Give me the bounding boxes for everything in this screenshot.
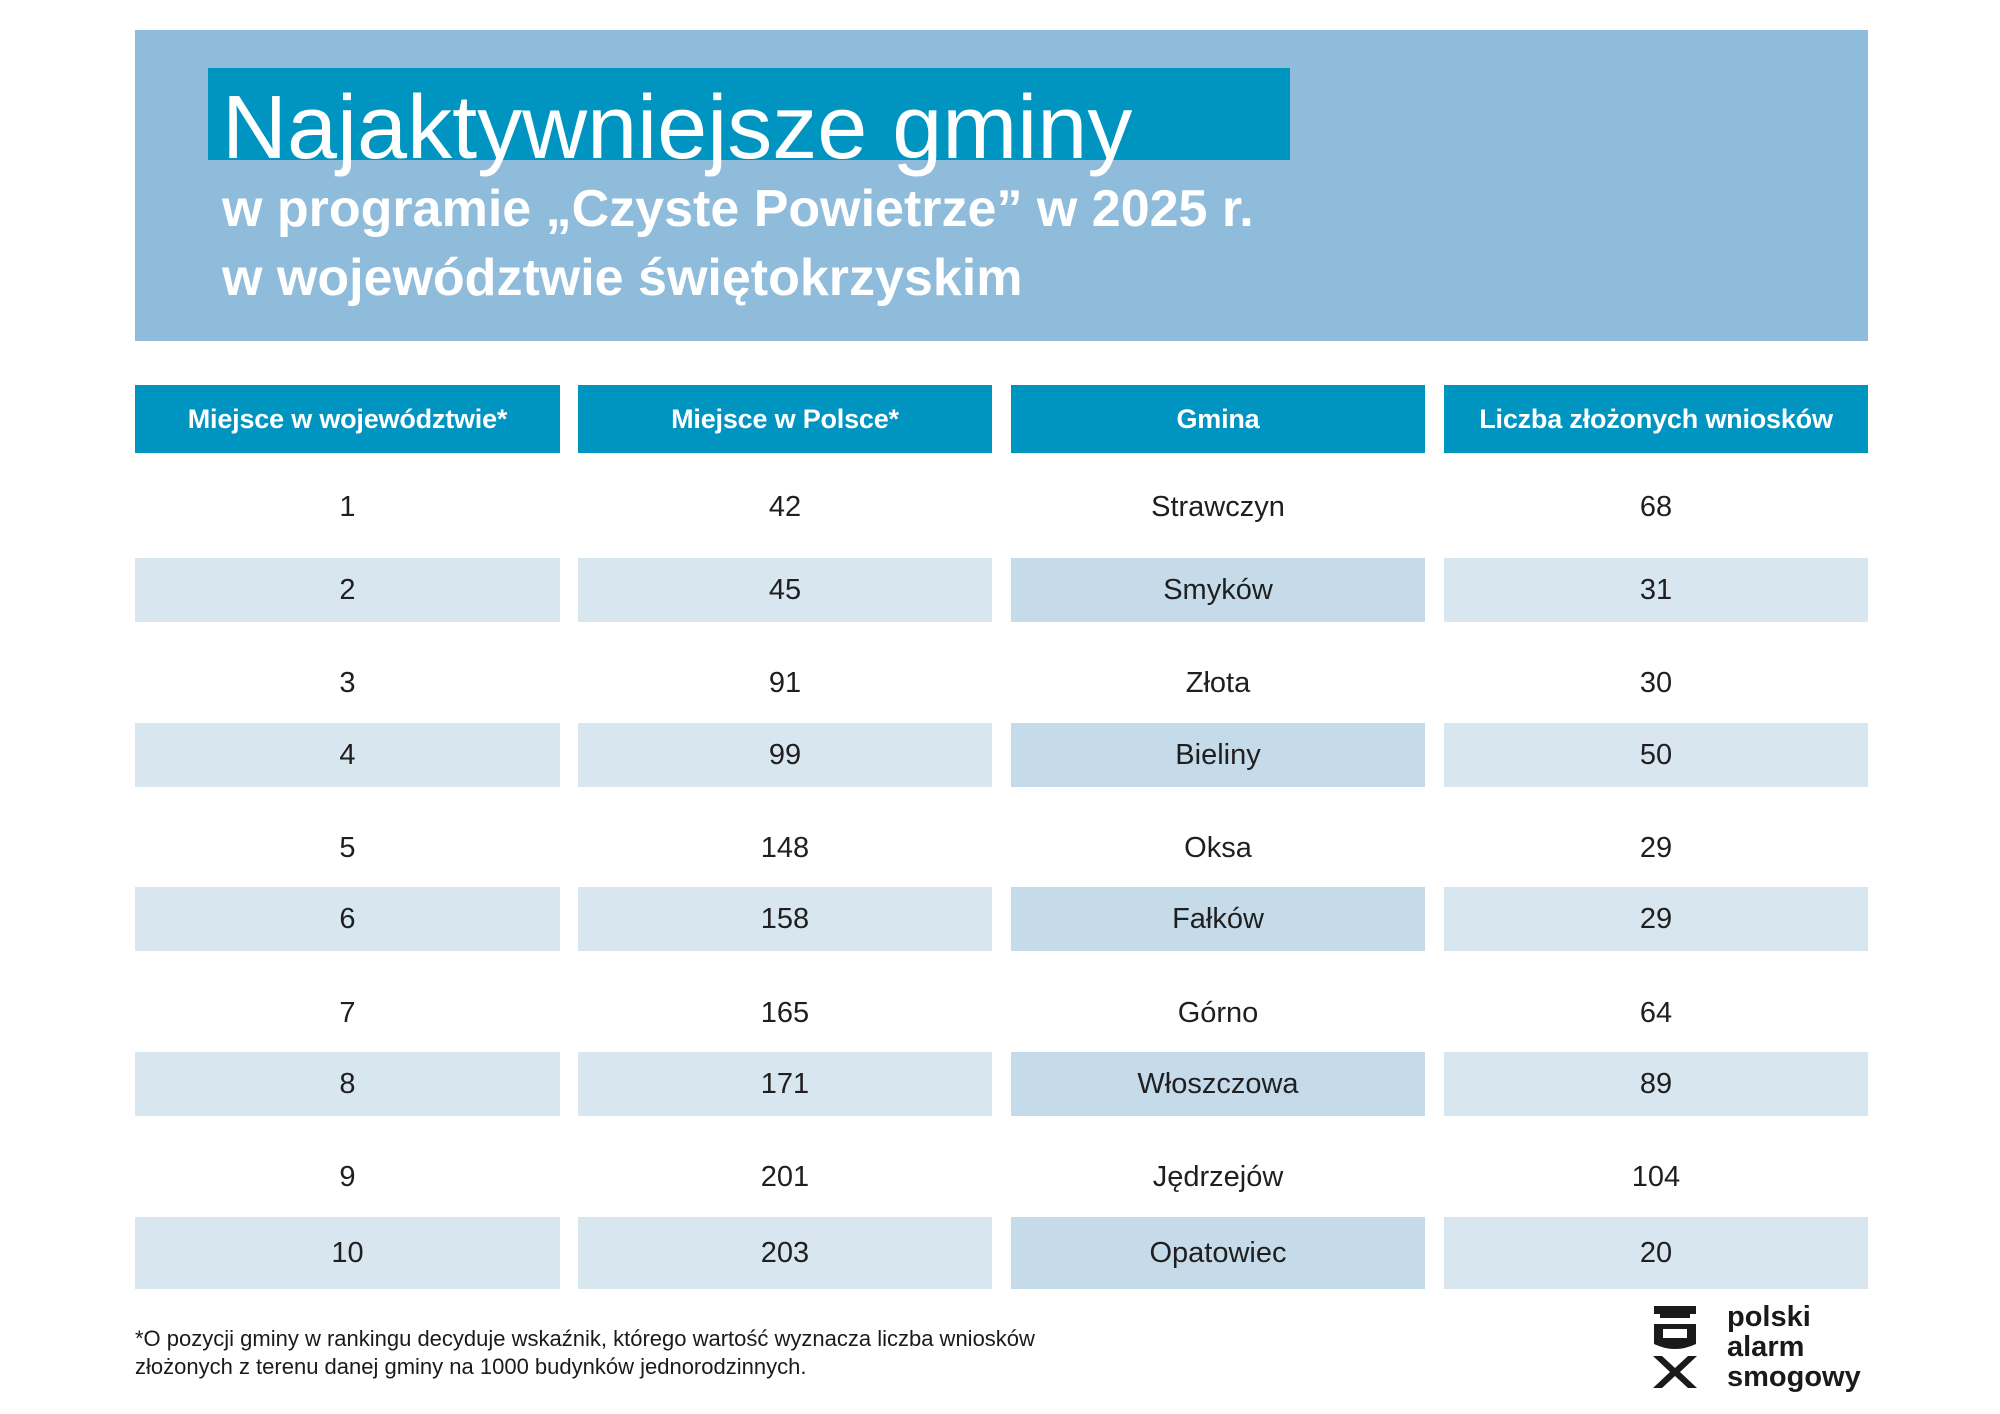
page-subtitle-line-1: w programie „Czyste Powietrze” w 2025 r. — [222, 180, 1254, 238]
table-cell-place-in-voivodeship: 1 — [339, 490, 356, 523]
table-cell-place-in-poland: 158 — [578, 887, 992, 951]
table-cell-place-in-poland: 42 — [768, 490, 802, 523]
table-cell-place-in-voivodeship: 9 — [339, 1160, 356, 1193]
page-subtitle-line-2: w województwie świętokrzyskim — [222, 249, 1023, 307]
logo-text-line-3: smogowy — [1727, 1361, 1861, 1393]
table-cell-gmina: Oksa — [1184, 831, 1252, 864]
table-cell-place-in-voivodeship: 7 — [339, 996, 356, 1029]
table-cell-place-in-voivodeship: 8 — [135, 1052, 560, 1116]
footnote-line-1: *O pozycji gminy w rankingu decyduje wsk… — [135, 1326, 1035, 1351]
column-header-applications-count: Liczba złożonych wniosków — [1444, 385, 1868, 453]
table-cell-place-in-voivodeship: 6 — [135, 887, 560, 951]
table-cell-applications-count: 50 — [1444, 723, 1868, 787]
table-cell-place-in-poland: 99 — [578, 723, 992, 787]
table-cell-place-in-poland: 171 — [578, 1052, 992, 1116]
table-cell-applications-count: 29 — [1639, 831, 1673, 864]
table-cell-applications-count: 30 — [1639, 666, 1673, 699]
title-highlight-bar — [208, 68, 1290, 160]
column-header-place-in-voivodeship: Miejsce w województwie* — [135, 385, 560, 453]
page-title: Najaktywniejsze gminy — [222, 78, 1133, 178]
table-cell-applications-count: 29 — [1444, 887, 1868, 951]
column-header-place-in-poland: Miejsce w Polsce* — [578, 385, 992, 453]
table-cell-place-in-poland: 203 — [578, 1217, 992, 1289]
table-cell-place-in-voivodeship: 4 — [135, 723, 560, 787]
table-cell-place-in-poland: 91 — [768, 666, 802, 699]
table-cell-place-in-poland: 45 — [578, 558, 992, 622]
table-cell-gmina: Złota — [1185, 666, 1251, 699]
table-cell-place-in-voivodeship: 2 — [135, 558, 560, 622]
table-cell-gmina: Smyków — [1011, 558, 1425, 622]
logo-text-line-2: alarm — [1727, 1331, 1805, 1363]
table-cell-applications-count: 89 — [1444, 1052, 1868, 1116]
table-cell-gmina: Bieliny — [1011, 723, 1425, 787]
polski-alarm-smogowy-logo-icon — [1653, 1306, 1697, 1388]
table-cell-gmina: Górno — [1177, 996, 1259, 1029]
table-cell-gmina: Opatowiec — [1011, 1217, 1425, 1289]
table-cell-gmina: Fałków — [1011, 887, 1425, 951]
table-cell-place-in-voivodeship: 5 — [339, 831, 356, 864]
table-cell-gmina: Włoszczowa — [1011, 1052, 1425, 1116]
footnote-line-2: złożonych z terenu danej gminy na 1000 b… — [135, 1354, 807, 1379]
table-cell-place-in-voivodeship: 3 — [339, 666, 356, 699]
table-cell-place-in-poland: 201 — [760, 1160, 810, 1193]
table-cell-place-in-voivodeship: 10 — [135, 1217, 560, 1289]
table-cell-gmina: Jędrzejów — [1152, 1160, 1284, 1193]
polski-alarm-smogowy-logo: polski alarm smogowy — [1650, 1302, 1880, 1394]
logo-text-line-1: polski — [1727, 1301, 1811, 1333]
table-cell-applications-count: 68 — [1639, 490, 1673, 523]
footnote: *O pozycji gminy w rankingu decyduje wsk… — [135, 1325, 1255, 1381]
table-cell-place-in-poland: 148 — [760, 831, 810, 864]
table-cell-gmina: Strawczyn — [1151, 490, 1285, 523]
table-cell-applications-count: 20 — [1444, 1217, 1868, 1289]
table-cell-applications-count: 31 — [1444, 558, 1868, 622]
table-cell-place-in-poland: 165 — [760, 996, 810, 1029]
table-cell-applications-count: 64 — [1639, 996, 1673, 1029]
column-header-gmina: Gmina — [1011, 385, 1425, 453]
table-cell-applications-count: 104 — [1631, 1160, 1681, 1193]
